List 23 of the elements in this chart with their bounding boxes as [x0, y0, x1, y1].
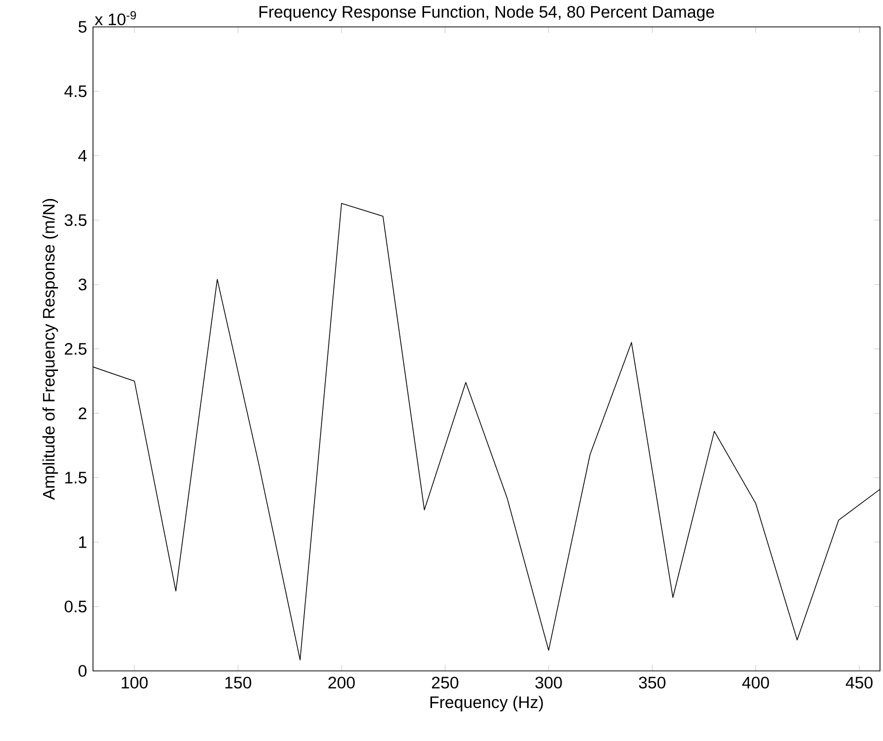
x-tick-label: 100 — [122, 676, 148, 689]
x-tick-label: 300 — [535, 676, 562, 689]
y-tick-label: 3.5 — [64, 214, 86, 226]
x-tick-label: 400 — [742, 676, 769, 689]
x-axis-title: Frequency (Hz) — [430, 696, 543, 712]
y-tick-label: 0 — [78, 665, 87, 677]
x-tick-label: 450 — [846, 676, 873, 689]
y-tick-label: 0.5 — [64, 600, 86, 612]
x-tick-label: 150 — [225, 676, 252, 689]
chart-title: Frequency Response Function, Node 54, 80 Percent Damage — [259, 6, 714, 22]
text: x 10$^{-9}$ — [94, 11, 136, 26]
y-tick-label: 1.5 — [65, 472, 86, 484]
x-tick-label: 250 — [432, 676, 458, 689]
x-tick-label: 350 — [638, 676, 666, 689]
y-tick-label: 4 — [78, 150, 87, 162]
y-tick-label: 2 — [78, 408, 86, 420]
y-tick-label: 1 — [79, 536, 86, 548]
y-tick-label: 5 — [78, 21, 86, 33]
y-tick-label: 2.5 — [64, 343, 86, 355]
y-tick-label: 3 — [78, 278, 86, 290]
y-tick-label: 4.5 — [64, 86, 86, 98]
x-tick-label: 200 — [328, 676, 355, 689]
y-axis-title: Amplitude of Frequency Response (m/N) — [42, 199, 58, 500]
